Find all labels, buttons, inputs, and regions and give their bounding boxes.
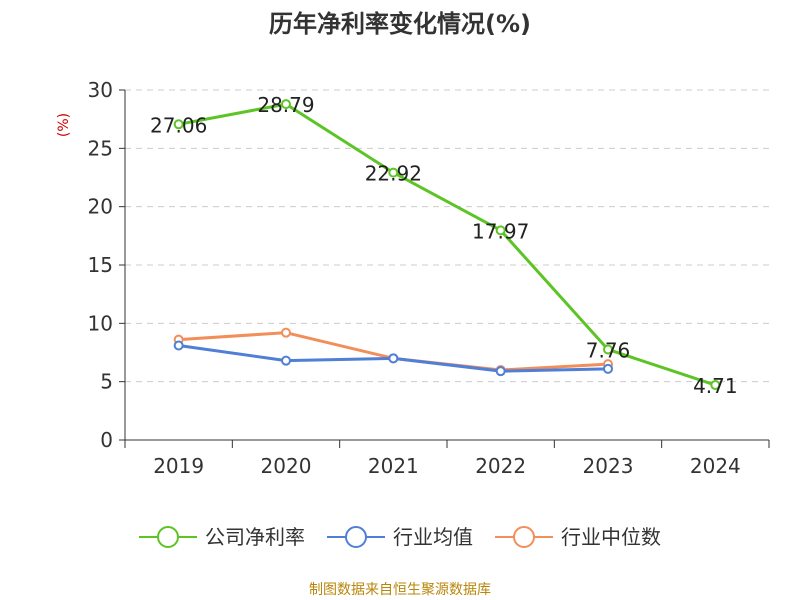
y-tick-label: 15 <box>88 253 113 277</box>
data-label: 27.06 <box>150 113 207 137</box>
x-tick-label: 2024 <box>690 454 741 478</box>
data-point <box>710 380 721 391</box>
legend-label: 行业均值 <box>393 525 473 549</box>
legend: 公司净利率 行业均值 行业中位数 <box>139 525 661 549</box>
legend-swatch-marker <box>513 526 535 548</box>
y-tick-label: 0 <box>100 428 113 452</box>
y-tick-label: 5 <box>100 370 113 394</box>
y-tick-label: 25 <box>88 136 113 160</box>
data-point <box>173 340 184 351</box>
data-label: 22.92 <box>365 162 422 186</box>
chart-title: 历年净利率变化情况(%) <box>269 10 531 38</box>
x-tick-label: 2020 <box>261 454 312 478</box>
y-tick-label: 10 <box>88 311 113 335</box>
data-point <box>388 353 399 364</box>
data-point <box>388 167 399 178</box>
y-tick-label: 20 <box>88 195 113 219</box>
data-label: 28.79 <box>257 93 314 117</box>
x-tick-label: 2019 <box>153 454 204 478</box>
legend-swatch-marker <box>345 526 367 548</box>
series-layer <box>173 99 721 391</box>
source-note: 制图数据来自恒生聚源数据库 <box>309 582 491 598</box>
data-point <box>495 225 506 236</box>
data-label-layer: 27.06 28.79 22.92 17.97 7.76 4.71 <box>150 93 738 398</box>
data-label: 7.76 <box>586 338 631 362</box>
data-point <box>281 99 291 110</box>
data-point <box>603 344 613 355</box>
data-label: 17.97 <box>472 219 529 243</box>
y-tick-label: 30 <box>88 78 113 102</box>
grid-layer <box>125 89 769 383</box>
data-point <box>495 366 506 377</box>
legend-swatch-marker <box>157 526 179 548</box>
axis-layer: 0 5 10 15 20 25 30 2019 2020 2021 2022 2023 2024 <box>88 78 770 478</box>
legend-label: 行业中位数 <box>561 525 661 549</box>
data-point <box>281 327 291 338</box>
x-tick-label: 2023 <box>583 454 634 478</box>
x-tick-label: 2022 <box>475 454 526 478</box>
data-point <box>173 119 184 130</box>
data-point <box>281 355 291 366</box>
series-line-1 <box>178 102 716 387</box>
series-line-3 <box>178 331 609 372</box>
data-point <box>603 363 613 374</box>
legend-label: 公司净利率 <box>205 525 305 549</box>
data-label: 4.71 <box>693 374 738 398</box>
x-tick-label: 2021 <box>368 454 419 478</box>
y-axis-unit: (%) <box>56 113 72 137</box>
